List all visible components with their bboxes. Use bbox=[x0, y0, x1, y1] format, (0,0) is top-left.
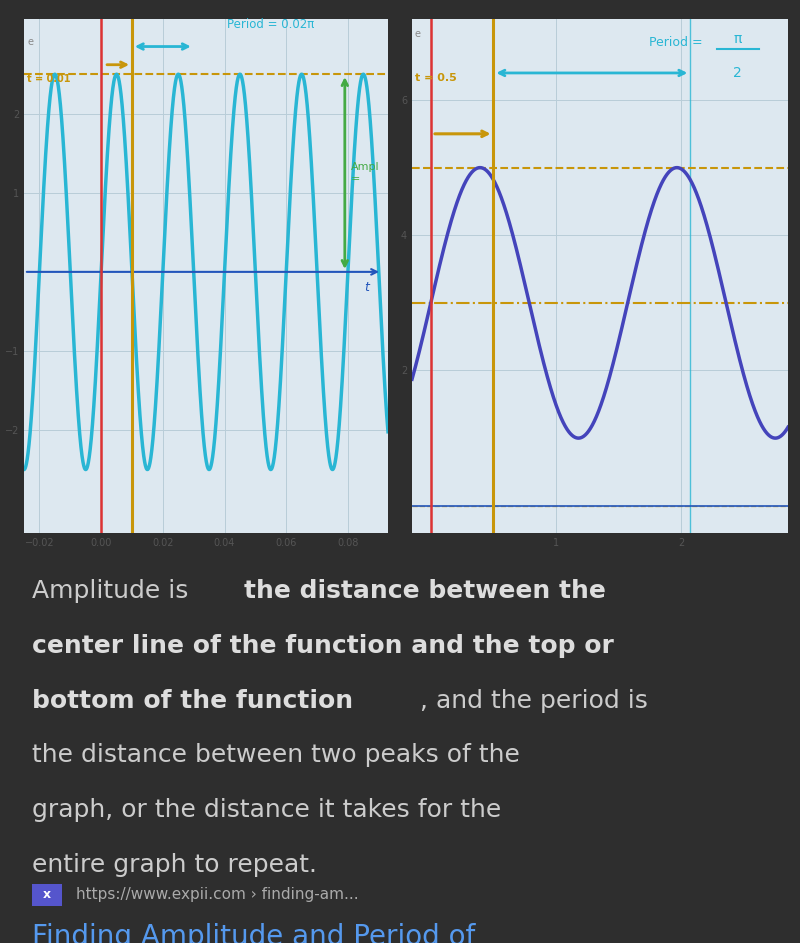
Text: bottom of the function: bottom of the function bbox=[32, 688, 353, 713]
Text: Finding Amplitude and Period of: Finding Amplitude and Period of bbox=[32, 923, 475, 943]
Text: Period =: Period = bbox=[649, 36, 706, 49]
Text: https://www.expii.com › finding-am...: https://www.expii.com › finding-am... bbox=[76, 887, 358, 902]
Text: Amplitude is: Amplitude is bbox=[32, 579, 196, 604]
Text: , and the period is: , and the period is bbox=[420, 688, 648, 713]
Text: the distance between two peaks of the: the distance between two peaks of the bbox=[32, 743, 520, 768]
Text: Ampl
=: Ampl = bbox=[351, 162, 380, 184]
Text: center line of the function and the top or: center line of the function and the top … bbox=[32, 634, 614, 658]
Text: entire graph to repeat.: entire graph to repeat. bbox=[32, 853, 317, 877]
Text: x: x bbox=[43, 888, 51, 902]
Text: π: π bbox=[734, 32, 742, 46]
Text: graph, or the distance it takes for the: graph, or the distance it takes for the bbox=[32, 798, 502, 822]
Text: t = 0.01: t = 0.01 bbox=[27, 74, 70, 84]
Text: t: t bbox=[364, 281, 369, 294]
Text: e: e bbox=[27, 37, 33, 46]
Bar bbox=[32, 885, 62, 906]
Text: the distance between the: the distance between the bbox=[244, 579, 606, 604]
Text: t = 0.5: t = 0.5 bbox=[414, 73, 456, 83]
Text: 2: 2 bbox=[734, 66, 742, 80]
Text: e: e bbox=[414, 29, 421, 40]
Text: Period = 0.02π: Period = 0.02π bbox=[227, 18, 314, 31]
